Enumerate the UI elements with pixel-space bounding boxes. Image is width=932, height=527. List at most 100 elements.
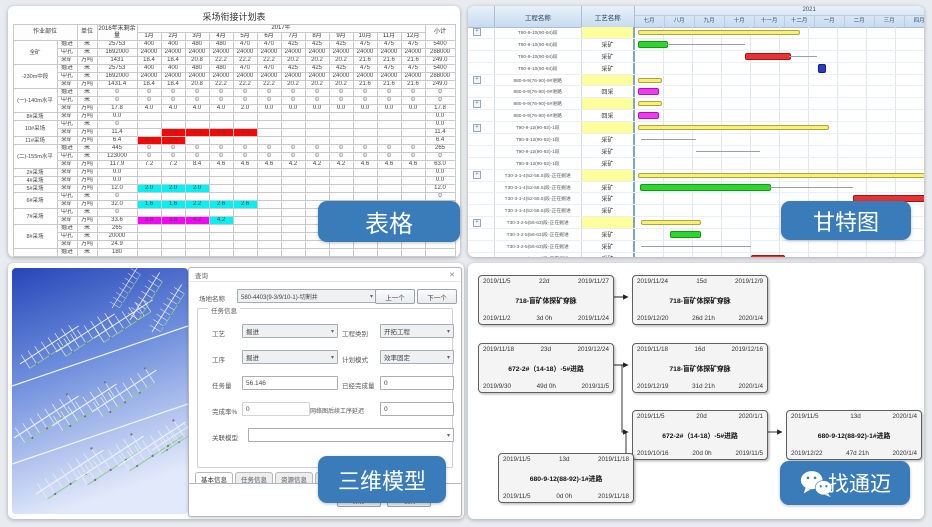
gantt-bar-summary[interactable] — [638, 30, 800, 35]
gantt-bar-summary[interactable] — [638, 125, 829, 131]
gantt-row[interactable]: T30-3-1-4(52-56.5)段-正在掘进 采矿 — [468, 205, 924, 218]
plan-month-cell: 21.6 — [376, 56, 402, 65]
plan-type-cell: 中孔 — [56, 152, 78, 161]
plan-total-cell: 0 — [424, 96, 456, 105]
plan-month-cell: 0 — [184, 152, 210, 161]
gantt-row[interactable]: + T30-3-1-4(52-56.5)段-正在掘进 — [468, 169, 924, 182]
gantt-row[interactable]: +880-9-9(76-90)-6#进路 — [468, 98, 924, 111]
expand-toggle-icon[interactable]: + — [473, 99, 481, 108]
next-button[interactable]: 下一个 — [417, 289, 457, 304]
amount-input[interactable]: 56.146 — [242, 376, 338, 390]
plan-month-cell: 22.2 — [256, 56, 282, 65]
plan-total-cell: 0 — [424, 88, 456, 97]
model-combo[interactable]: ▾ — [248, 428, 454, 442]
gantt-expand-cell — [468, 50, 495, 62]
col-header-month: 2月 — [160, 32, 186, 41]
gantt-row[interactable]: T90-9-10(90-94)段 采矿 — [468, 62, 924, 75]
model-viewport[interactable] — [12, 268, 188, 514]
gantt-row[interactable]: T30-3-1-4(52-56.5)段-正在掘进 采矿 — [468, 181, 924, 194]
gantt-row[interactable]: 880-9-9(76-90)-6#进路 回采 — [468, 110, 924, 123]
close-icon[interactable]: ✕ — [449, 271, 455, 279]
network-task-box[interactable]: 2019/11/18 23d 2019/12/24 672-2#（14-18）-5#进… — [478, 343, 614, 393]
mode-combo[interactable]: 效率固定 ▾ — [380, 350, 454, 364]
plan-total-cell: 249.0 — [424, 80, 456, 89]
process-combo[interactable]: 掘进 ▾ — [242, 324, 338, 338]
early-finish-date: 2019/11/18 — [597, 456, 629, 463]
network-task-box[interactable]: 2019/11/5 22d 2019/11/27 718-盲矿体探矿穿脉 2019/11… — [478, 275, 614, 325]
gantt-bar-green[interactable] — [670, 231, 702, 239]
duration: 23d — [540, 346, 552, 353]
plan-month-cell — [280, 208, 306, 217]
duration: 13d — [850, 413, 861, 420]
expand-toggle-icon[interactable]: + — [473, 28, 481, 37]
rate-input[interactable]: 0 — [242, 402, 310, 416]
expand-toggle-icon[interactable]: + — [473, 76, 481, 84]
expand-toggle-icon[interactable]: + — [473, 218, 481, 227]
gantt-row[interactable]: T30-3-2-5(56-63)段-正在掘进采矿 — [468, 241, 924, 253]
gantt-row[interactable]: T90-9-10(90-94)段 采矿 — [468, 38, 924, 51]
plan-month-cell — [160, 192, 186, 201]
gantt-bar-magenta[interactable] — [638, 112, 660, 120]
gantt-timeline-cell — [635, 157, 924, 169]
gantt-expand-cell — [468, 193, 495, 205]
plan-month-cell: 4.2 — [328, 160, 354, 169]
gantt-process-cell — [581, 217, 636, 229]
gantt-row[interactable]: 880-9-9(76-90)-9#进路 回采 — [468, 86, 924, 99]
prev-button[interactable]: 上一个 — [375, 289, 415, 304]
gantt-bar-summary[interactable] — [641, 220, 702, 226]
tab-资源信息[interactable]: 资源信息 — [275, 472, 313, 484]
gantt-row[interactable]: + T30-3-2-5(56-63)段-正在掘进 — [468, 217, 924, 230]
gantt-bar-milestone[interactable] — [817, 64, 826, 74]
plan-month-cell: 0 — [328, 96, 354, 105]
plan-total-cell: 0.0 — [424, 112, 456, 121]
gantt-bar-red[interactable] — [745, 52, 791, 60]
gantt-bar-line — [641, 246, 752, 248]
gantt-bar-green[interactable] — [638, 40, 668, 48]
gantt-row[interactable]: T90-9-12(90-92)-1段 采矿 — [468, 157, 924, 170]
plan-month-cell — [184, 192, 210, 201]
plan-month-cell — [136, 248, 162, 257]
expand-toggle-icon[interactable]: + — [473, 171, 481, 180]
gantt-row[interactable]: +880-9-9(76-90)-9#进路 — [468, 74, 924, 87]
gantt-row[interactable]: T90-9-10(90-94)段 采矿 — [468, 50, 924, 63]
gantt-row[interactable]: + T90-9-12(90-92)-1段 — [468, 122, 924, 135]
plan-total-cell: 288000 — [424, 48, 456, 57]
network-task-box[interactable]: 2019/11/18 16d 2019/12/16 718-盲矿体探矿穿脉 2019/1… — [632, 343, 768, 393]
gantt-bar-summary[interactable] — [638, 101, 662, 107]
gantt-row[interactable]: + T90-9-10(90-94)段 — [468, 27, 924, 39]
plan-month-cell: 20.2 — [328, 80, 354, 89]
plan-month-cell: 21.6 — [376, 80, 402, 89]
plan-type-cell: 采矿 — [56, 240, 78, 249]
col-header-area: 作业部位 — [12, 24, 78, 41]
plan-month-cell — [280, 168, 306, 177]
network-task-box[interactable]: 2019/11/5 13d 2019/11/18 680-9-12(88-92)-1#… — [498, 453, 634, 503]
category-combo[interactable]: 开拓工程 ▾ — [380, 324, 454, 338]
delay-input[interactable]: 0 — [380, 402, 454, 416]
plan-month-cell — [184, 232, 210, 241]
gantt-task-name: T30-3-2-5(56-63)段-正在掘进 — [495, 217, 582, 229]
expand-toggle-icon[interactable]: + — [473, 123, 481, 132]
gantt-row[interactable]: T30-3-2-5(56-63)段-正在掘进采矿 — [468, 229, 924, 242]
network-task-name: 718-盲矿体探矿穿脉 — [515, 298, 577, 305]
network-task-box[interactable]: 2019/11/5 20d 2020/1/1 672-2#（14-18）-5#进路 20… — [632, 410, 768, 460]
gantt-bar-magenta[interactable] — [638, 88, 660, 96]
gantt-bar-green[interactable] — [639, 183, 771, 191]
tab-任务信息[interactable]: 任务信息 — [235, 472, 273, 484]
chevron-down-icon: ▾ — [330, 328, 334, 335]
gantt-process-cell: 采矿 — [582, 62, 636, 74]
tab-基本信息[interactable]: 基本信息 — [195, 472, 233, 484]
gantt-row[interactable]: T90-9-12(90-92)-1段 采矿 — [468, 145, 924, 158]
site-name-combo[interactable]: 580-4403(9-3/9/10-1)-切割井 ▾ — [237, 289, 377, 303]
gantt-row[interactable]: T90-9-12(90-92)-1段 采矿 — [468, 134, 924, 146]
network-task-box[interactable]: 2019/11/5 13d 2020/1/4 680-9-12(88-92)-1#进路… — [786, 410, 922, 460]
gantt-bar-red[interactable] — [751, 254, 786, 257]
plan-month-cell — [280, 216, 306, 225]
network-task-box[interactable]: 2019/11/24 15d 2019/12/9 718-盲矿体探矿穿脉 2019/12… — [632, 275, 768, 325]
plan-month-cell: 18.4 — [136, 80, 162, 89]
plan-month-cell: 24000 — [208, 72, 234, 81]
gantt-bar-summary[interactable] — [638, 172, 924, 178]
done-input[interactable]: 0 — [380, 376, 454, 390]
gantt-bar-summary[interactable] — [638, 77, 662, 83]
step-combo[interactable]: 掘进 ▾ — [242, 350, 338, 364]
